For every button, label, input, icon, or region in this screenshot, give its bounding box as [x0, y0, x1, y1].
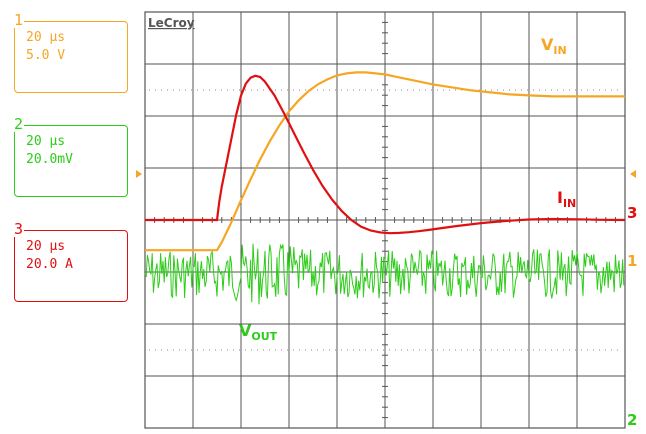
- channel-3-marker: 3: [627, 204, 637, 222]
- brand-label: LeCroy: [148, 16, 195, 30]
- channel-2-timebase: 20 µs: [26, 134, 66, 149]
- channel-3-box[interactable]: 3 20 µs 20.0 A: [13, 222, 128, 302]
- channel-1-timebase: 20 µs: [26, 30, 66, 45]
- traces: [144, 71, 626, 305]
- channel-1-scale: 5.0 V: [26, 48, 66, 63]
- channel-1-marker: 1: [627, 252, 637, 270]
- iin-trace: [145, 74, 626, 235]
- iin-label: IIN: [557, 188, 576, 210]
- channel-1-box[interactable]: 1 20 µs 5.0 V: [13, 13, 128, 93]
- channel-2-box[interactable]: 2 20 µs 20.0mV: [13, 117, 128, 197]
- channel-2-number: 2: [13, 115, 25, 133]
- labels: VIN IIN VOUT: [239, 35, 576, 343]
- markers: 3 1 2: [136, 170, 637, 429]
- channel-3-number: 3: [13, 220, 25, 238]
- vin-label: VIN: [541, 35, 567, 57]
- channel-2-marker: 2: [627, 411, 637, 429]
- channel-1-number: 1: [13, 11, 25, 29]
- vout-trace: [144, 243, 625, 305]
- channel-2-scale: 20.0mV: [26, 152, 73, 167]
- trigger-level-marker: [136, 170, 142, 178]
- channel-3-scale: 20.0 A: [26, 257, 73, 272]
- vout-label: VOUT: [239, 321, 278, 343]
- trigger-level-marker-right: [630, 170, 636, 178]
- channel-3-timebase: 20 µs: [26, 239, 66, 254]
- vin-trace: [145, 71, 625, 252]
